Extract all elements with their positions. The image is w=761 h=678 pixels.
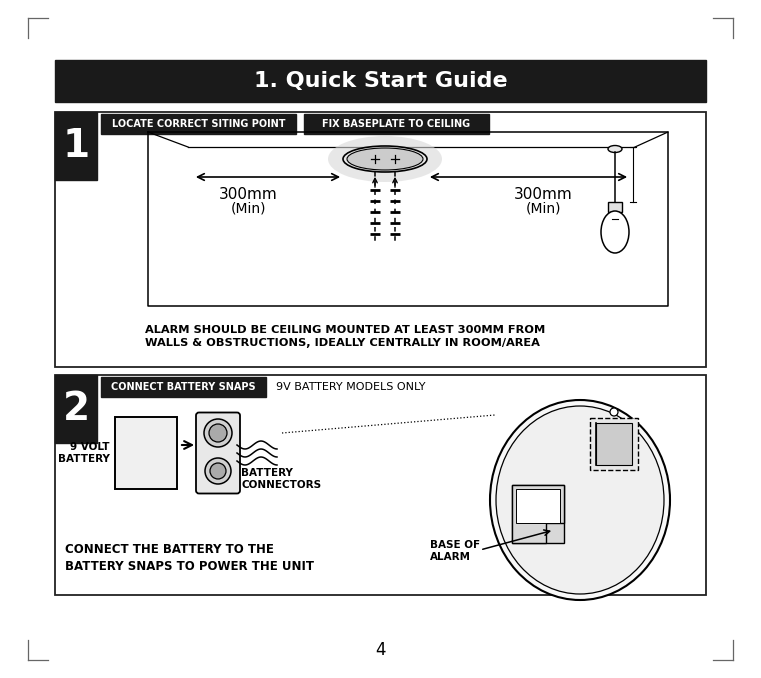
Bar — [55, 112, 97, 180]
Circle shape — [205, 458, 231, 484]
Ellipse shape — [601, 211, 629, 253]
Circle shape — [210, 463, 226, 479]
Bar — [101, 377, 266, 397]
Bar — [516, 489, 560, 523]
Text: 9V BATTERY MODELS ONLY: 9V BATTERY MODELS ONLY — [276, 382, 425, 392]
Text: 4: 4 — [375, 641, 386, 659]
Ellipse shape — [343, 146, 427, 172]
Text: CONNECT THE BATTERY TO THE
BATTERY SNAPS TO POWER THE UNIT: CONNECT THE BATTERY TO THE BATTERY SNAPS… — [65, 543, 314, 573]
Text: 1: 1 — [62, 127, 90, 165]
Text: 9 VOLT
BATTERY: 9 VOLT BATTERY — [58, 442, 110, 464]
Bar — [101, 114, 296, 134]
Circle shape — [209, 424, 227, 442]
Bar — [608, 202, 622, 212]
Text: (Min): (Min) — [526, 202, 562, 216]
Text: BASE OF
ALARM: BASE OF ALARM — [430, 540, 480, 561]
Text: 1. Quick Start Guide: 1. Quick Start Guide — [253, 71, 508, 91]
Ellipse shape — [608, 146, 622, 153]
Ellipse shape — [328, 136, 442, 182]
Text: 300mm: 300mm — [218, 187, 277, 202]
Bar — [55, 112, 706, 367]
Bar — [512, 485, 564, 543]
Bar — [115, 417, 177, 489]
Text: FIX BASEPLATE TO CEILING: FIX BASEPLATE TO CEILING — [323, 119, 470, 129]
Bar — [55, 375, 706, 595]
FancyBboxPatch shape — [196, 412, 240, 494]
Bar — [55, 375, 97, 443]
Ellipse shape — [490, 400, 670, 600]
Circle shape — [610, 408, 618, 416]
Text: ALARM SHOULD BE CEILING MOUNTED AT LEAST 300MM FROM
WALLS & OBSTRUCTIONS, IDEALL: ALARM SHOULD BE CEILING MOUNTED AT LEAST… — [145, 325, 545, 348]
Text: CONNECT BATTERY SNAPS: CONNECT BATTERY SNAPS — [111, 382, 256, 392]
Ellipse shape — [347, 148, 423, 170]
Polygon shape — [512, 485, 564, 543]
Ellipse shape — [496, 406, 664, 594]
Bar — [590, 418, 638, 470]
Bar — [304, 114, 489, 134]
Circle shape — [204, 419, 232, 447]
Text: BATTERY
CONNECTORS: BATTERY CONNECTORS — [241, 468, 321, 490]
Text: LOCATE CORRECT SITING POINT: LOCATE CORRECT SITING POINT — [112, 119, 285, 129]
Text: 300mm: 300mm — [514, 187, 573, 202]
Bar — [596, 423, 632, 465]
Bar — [55, 60, 706, 102]
Text: 2: 2 — [62, 390, 90, 428]
Text: (Min): (Min) — [231, 202, 266, 216]
